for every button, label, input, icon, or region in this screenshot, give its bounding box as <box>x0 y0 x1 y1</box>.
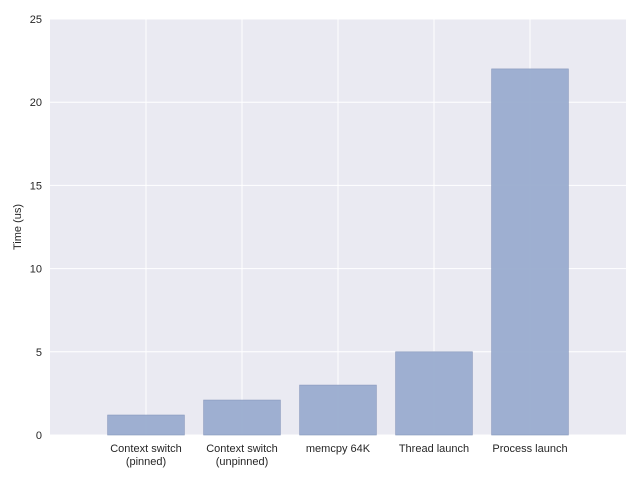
x-tick-label: memcpy 64K <box>306 443 371 455</box>
y-tick-label: 0 <box>36 430 42 442</box>
x-tick-label: (pinned) <box>126 456 166 468</box>
y-axis-label: Time (us) <box>12 204 24 250</box>
y-tick-label: 20 <box>30 97 42 109</box>
bar <box>203 399 281 436</box>
x-tick-label: (unpinned) <box>216 456 269 468</box>
x-tick-label: Thread launch <box>399 443 469 455</box>
y-tick-label: 5 <box>36 347 42 359</box>
x-tick-label: Context switch <box>206 443 278 455</box>
y-tick-label: 25 <box>30 14 42 26</box>
x-tick-label: Context switch <box>110 443 182 455</box>
y-tick-label: 15 <box>30 180 42 192</box>
y-tick-label: 10 <box>30 264 42 276</box>
bar <box>395 351 473 436</box>
bars <box>107 68 569 436</box>
bar <box>107 414 185 436</box>
x-tick-label: Process launch <box>492 443 567 455</box>
bar <box>491 68 569 436</box>
bar <box>299 384 377 436</box>
x-tick-labels: Context switch(pinned)Context switch(unp… <box>110 443 567 468</box>
y-tick-labels: 0 5 10 15 20 25 <box>30 14 42 442</box>
